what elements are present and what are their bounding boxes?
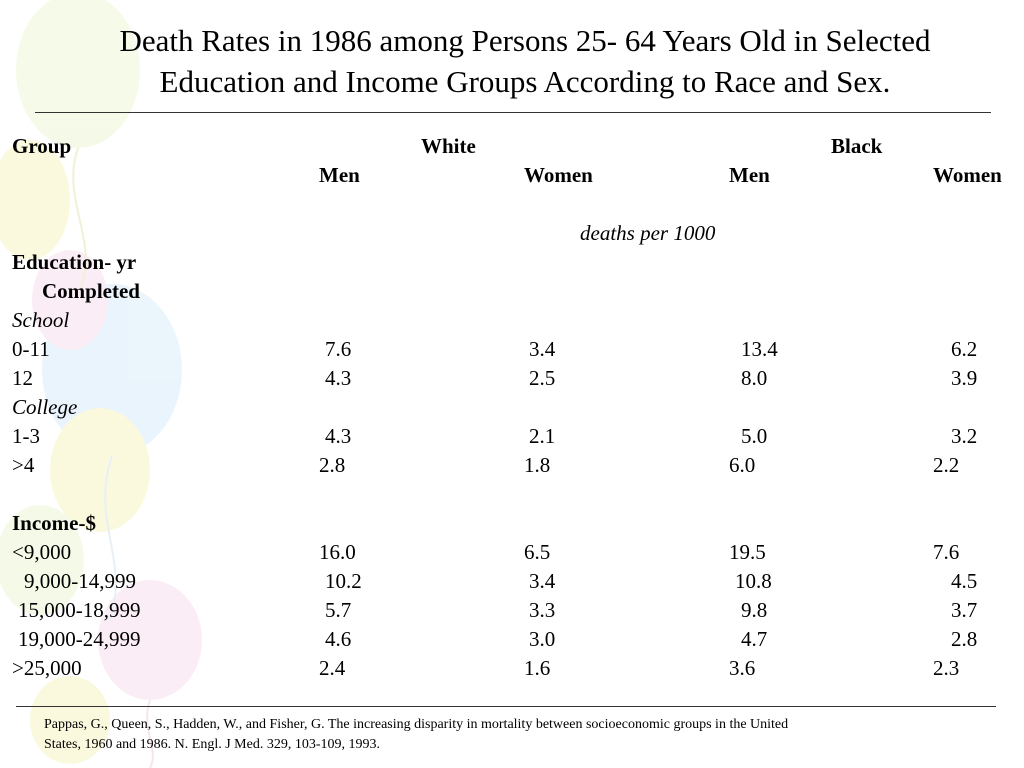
cell-white-women: 3.4 (529, 337, 556, 361)
cell-black-men: 5.0 (741, 424, 768, 448)
education-heading: Education- yr (12, 250, 137, 274)
title-line-1: Death Rates in 1986 among Persons 25- 64… (119, 23, 931, 58)
table-row-group: 0-11 (12, 337, 50, 361)
title-line-2: Education and Income Groups According to… (159, 64, 891, 99)
cell-white-men: 16.0 (319, 540, 356, 564)
cell-black-men: 9.8 (741, 598, 768, 622)
citation-line-1: Pappas, G., Queen, S., Hadden, W., and F… (44, 717, 789, 732)
cell-black-men: 8.0 (741, 366, 768, 390)
cell-white-women: 2.1 (529, 424, 556, 448)
education-heading-cont: Completed (42, 279, 140, 303)
table-row-group: <9,000 (12, 540, 72, 564)
school-subheading: School (12, 308, 70, 332)
cell-black-women: 3.2 (951, 424, 978, 448)
college-subheading: College (12, 395, 78, 419)
cell-white-men: 5.7 (325, 598, 352, 622)
cell-white-men: 10.2 (325, 569, 362, 593)
group-column-header: Group (12, 134, 72, 158)
slide-title: Death Rates in 1986 among Persons 25- 64… (40, 20, 1010, 102)
cell-black-women: 6.2 (951, 337, 978, 361)
cell-black-men: 13.4 (741, 337, 778, 361)
white-women-header: Women (524, 163, 593, 187)
cell-black-women: 4.5 (951, 569, 978, 593)
table-row-group: 12 (12, 366, 33, 390)
cell-white-men: 4.3 (325, 424, 352, 448)
cell-black-women: 2.2 (933, 453, 960, 477)
cell-white-men: 2.8 (319, 453, 346, 477)
white-column-header: White (421, 134, 476, 158)
cell-white-men: 4.6 (325, 627, 352, 651)
cell-black-women: 2.8 (951, 627, 978, 651)
table-row-group: 19,000-24,999 (18, 627, 141, 651)
black-men-header: Men (729, 163, 770, 187)
units-label: deaths per 1000 (580, 221, 716, 245)
cell-black-women: 3.7 (951, 598, 978, 622)
cell-black-women: 2.3 (933, 656, 960, 680)
cell-black-men: 10.8 (735, 569, 772, 593)
cell-white-women: 3.3 (529, 598, 556, 622)
cell-white-women: 3.4 (529, 569, 556, 593)
income-heading: Income-$ (12, 511, 96, 535)
cell-black-men: 4.7 (741, 627, 768, 651)
cell-white-women: 1.8 (524, 453, 551, 477)
cell-white-men: 4.3 (325, 366, 352, 390)
cell-white-men: 7.6 (325, 337, 352, 361)
cell-white-women: 3.0 (529, 627, 556, 651)
cell-white-women: 2.5 (529, 366, 556, 390)
cell-black-men: 19.5 (729, 540, 766, 564)
black-column-header: Black (831, 134, 883, 158)
table-row-group: 1-3 (12, 424, 40, 448)
cell-white-women: 1.6 (524, 656, 551, 680)
table-row-group: 9,000-14,999 (24, 569, 136, 593)
title-divider (35, 112, 991, 113)
table-row-group: 15,000-18,999 (18, 598, 141, 622)
cell-white-women: 6.5 (524, 540, 551, 564)
white-men-header: Men (319, 163, 360, 187)
table-row-group: >4 (12, 453, 35, 477)
table-row-group: >25,000 (12, 656, 82, 680)
cell-black-men: 6.0 (729, 453, 756, 477)
cell-black-women: 3.9 (951, 366, 978, 390)
cell-white-men: 2.4 (319, 656, 346, 680)
black-women-header: Women (933, 163, 1002, 187)
cell-black-men: 3.6 (729, 656, 756, 680)
cell-black-women: 7.6 (933, 540, 960, 564)
citation-line-2: States, 1960 and 1986. N. Engl. J Med. 3… (44, 737, 380, 752)
citation-footnote: Pappas, G., Queen, S., Hadden, W., and F… (44, 715, 984, 755)
footnote-divider (16, 706, 996, 707)
